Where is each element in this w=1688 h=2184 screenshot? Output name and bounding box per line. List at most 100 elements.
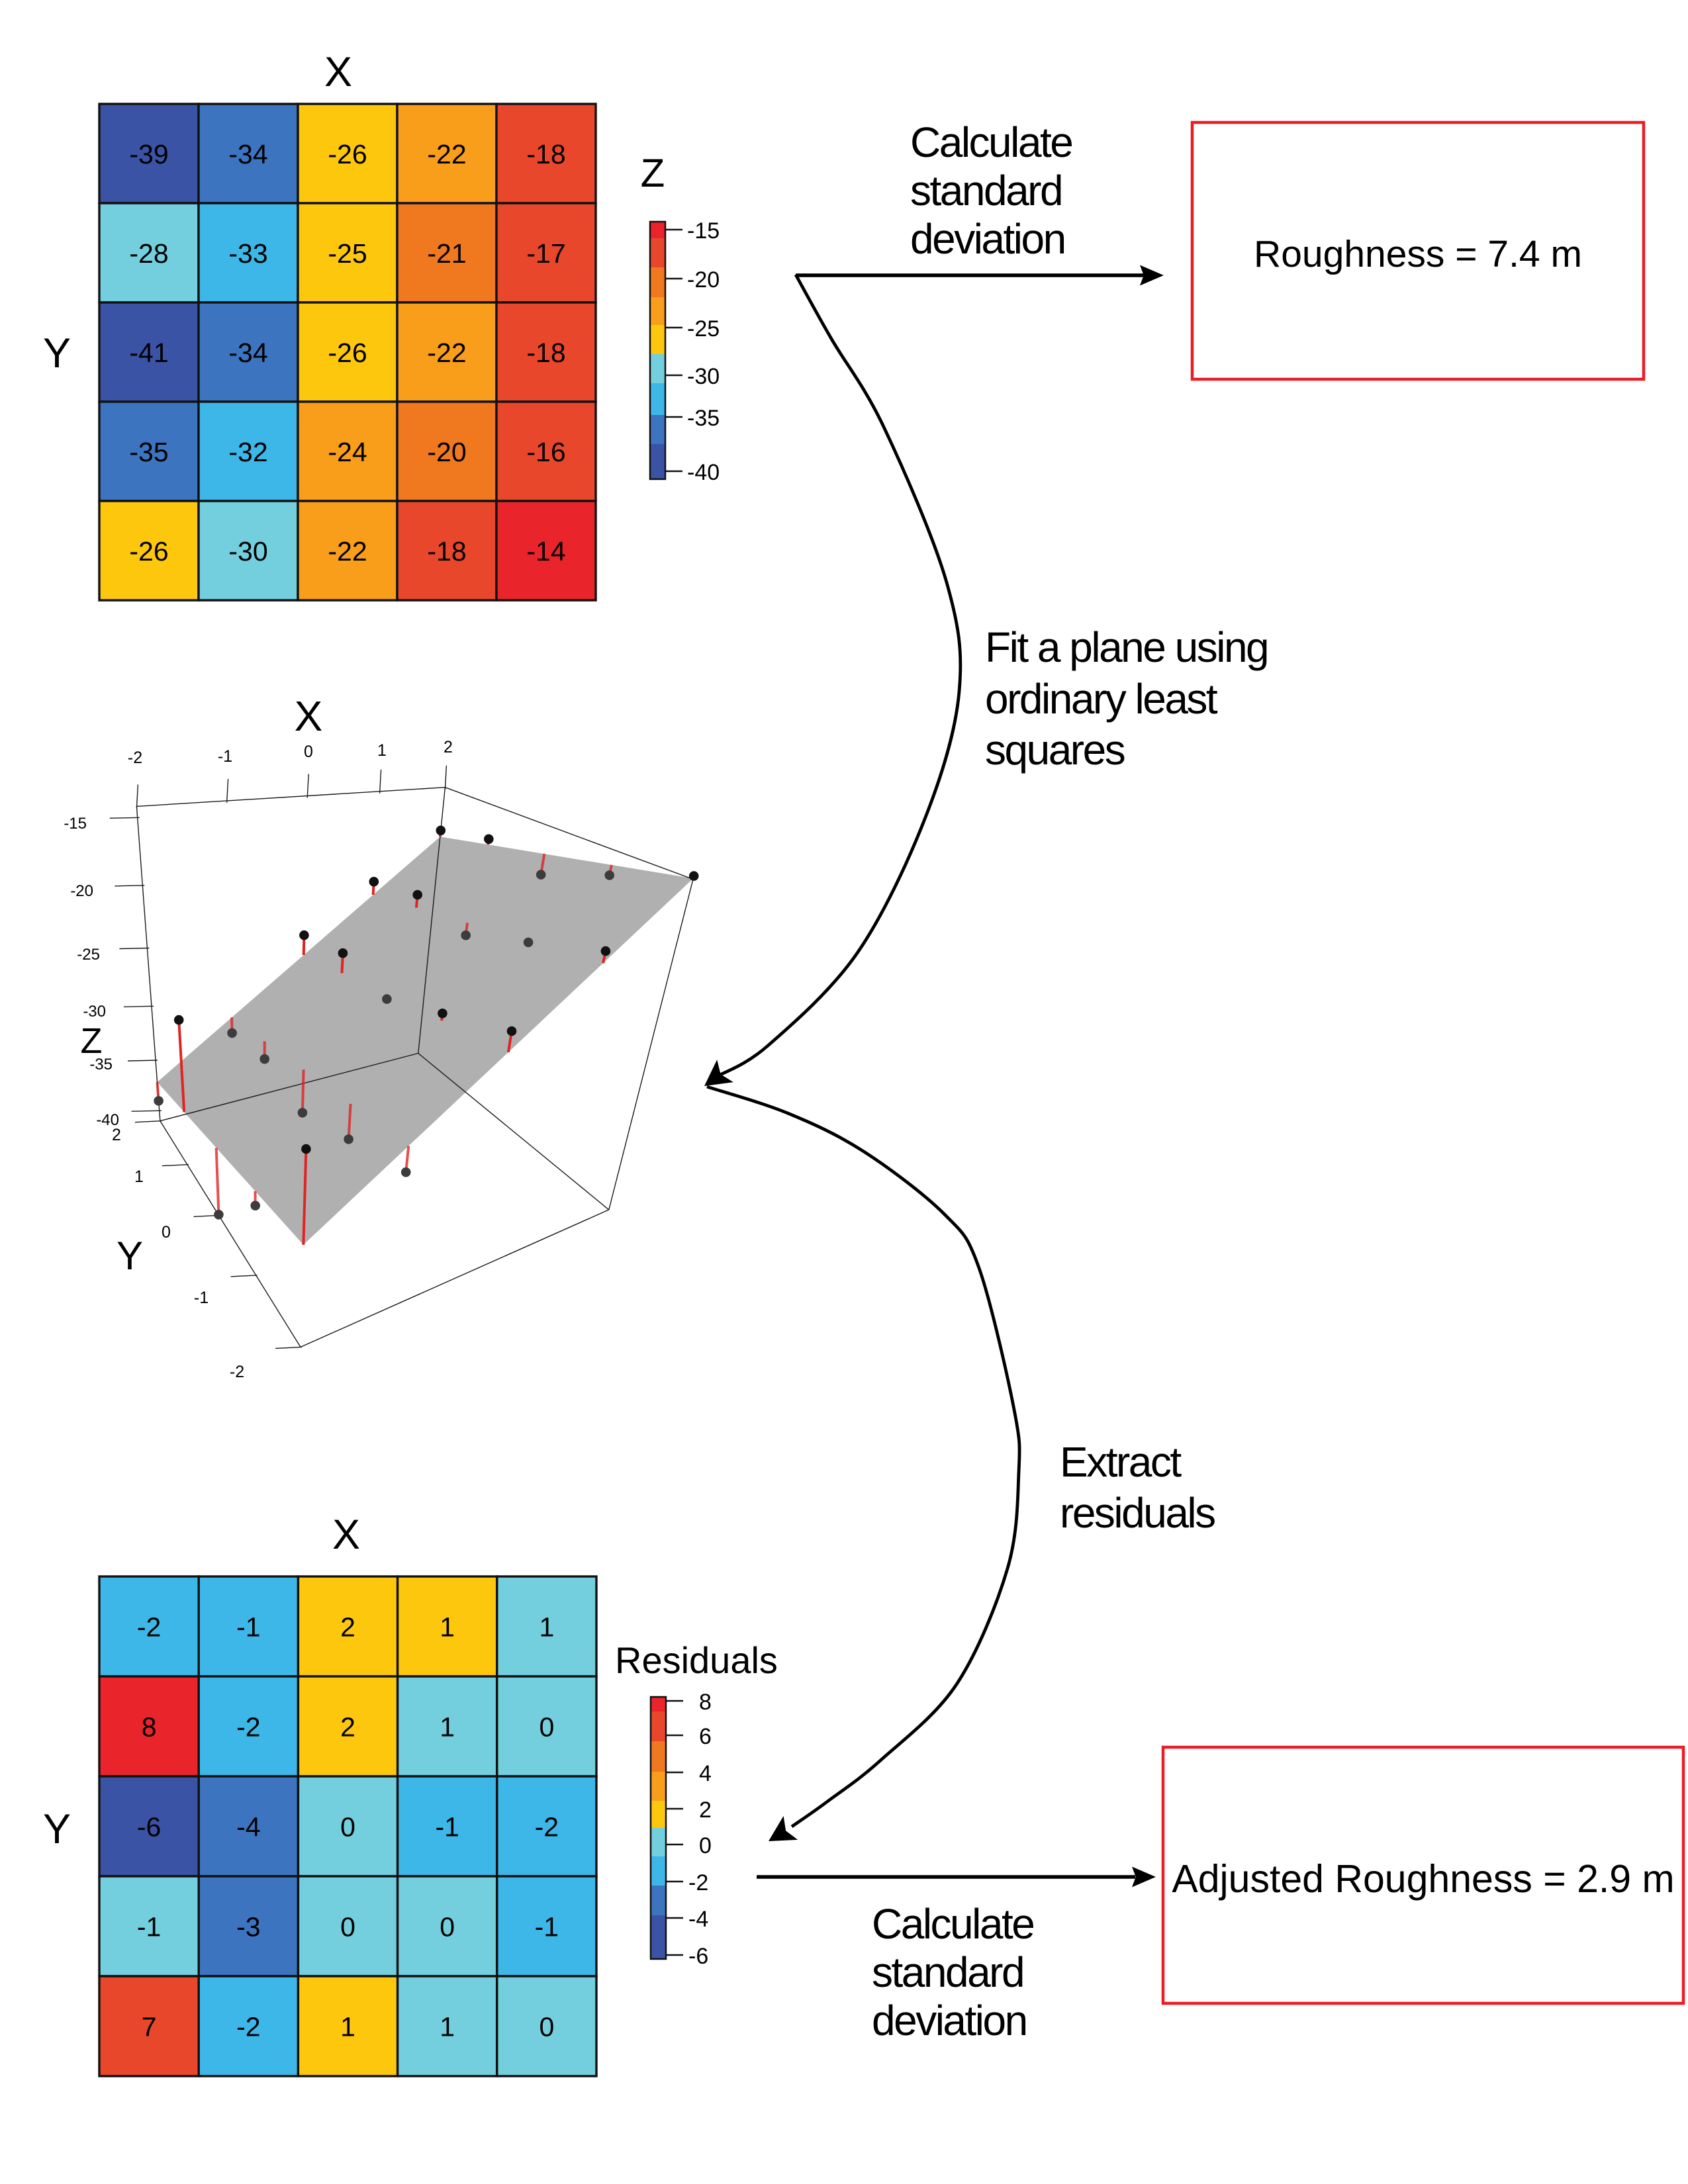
svg-text:Z: Z [641, 151, 665, 195]
svg-text:-2: -2 [688, 1870, 708, 1895]
svg-text:2: 2 [444, 738, 453, 756]
svg-text:-41: -41 [129, 338, 168, 368]
svg-text:-20: -20 [687, 267, 720, 293]
svg-text:-35: -35 [687, 406, 720, 431]
svg-text:-22: -22 [328, 536, 367, 567]
svg-text:0: 0 [699, 1833, 712, 1858]
svg-text:2: 2 [112, 1126, 121, 1144]
svg-text:squares: squares [985, 726, 1125, 774]
svg-text:-18: -18 [526, 139, 565, 169]
svg-text:Residuals: Residuals [615, 1639, 778, 1681]
svg-text:-26: -26 [129, 536, 168, 567]
svg-text:-22: -22 [427, 338, 466, 368]
svg-text:2: 2 [699, 1797, 712, 1823]
svg-text:Y: Y [43, 330, 71, 377]
svg-text:Roughness = 7.4 m: Roughness = 7.4 m [1254, 233, 1582, 275]
svg-text:X: X [332, 1512, 360, 1558]
svg-text:0: 0 [340, 1912, 355, 1942]
svg-text:Fit a plane using: Fit a plane using [985, 623, 1268, 671]
svg-text:Calculate: Calculate [910, 118, 1072, 166]
svg-text:-6: -6 [688, 1944, 708, 1969]
svg-text:1: 1 [440, 1712, 455, 1743]
svg-text:-1: -1 [435, 1812, 459, 1843]
svg-text:-3: -3 [236, 1912, 260, 1942]
svg-text:8: 8 [699, 1690, 712, 1715]
svg-text:-18: -18 [526, 338, 565, 368]
svg-text:-25: -25 [687, 316, 720, 341]
svg-text:deviation: deviation [910, 215, 1065, 263]
svg-text:-1: -1 [236, 1612, 260, 1643]
svg-text:-32: -32 [228, 437, 267, 467]
svg-text:Extract: Extract [1060, 1438, 1182, 1486]
svg-text:-15: -15 [64, 815, 87, 833]
svg-text:-34: -34 [228, 139, 267, 169]
svg-text:2: 2 [340, 1712, 355, 1743]
svg-text:residuals: residuals [1060, 1489, 1215, 1537]
svg-text:1: 1 [440, 2012, 455, 2042]
svg-text:2: 2 [340, 1612, 355, 1643]
svg-text:-1: -1 [194, 1289, 209, 1307]
svg-text:-2: -2 [236, 1712, 260, 1743]
svg-text:1: 1 [340, 2012, 355, 2042]
svg-text:-20: -20 [427, 437, 466, 467]
svg-text:-2: -2 [230, 1363, 244, 1381]
svg-text:-26: -26 [328, 338, 367, 368]
svg-text:8: 8 [142, 1712, 157, 1743]
svg-text:0: 0 [304, 743, 313, 761]
svg-text:X: X [295, 692, 323, 740]
svg-text:deviation: deviation [872, 1997, 1027, 2044]
svg-text:standard: standard [910, 167, 1062, 214]
svg-text:Y: Y [43, 1806, 71, 1852]
svg-text:-6: -6 [137, 1812, 161, 1843]
svg-text:7: 7 [142, 2012, 157, 2042]
svg-text:0: 0 [440, 1912, 455, 1942]
svg-text:standard: standard [872, 1948, 1023, 1996]
svg-text:-1: -1 [535, 1912, 559, 1942]
svg-text:Calculate: Calculate [872, 1900, 1033, 1948]
svg-text:Z: Z [81, 1021, 103, 1061]
svg-text:1: 1 [377, 741, 387, 760]
svg-text:-26: -26 [328, 139, 367, 169]
svg-text:0: 0 [162, 1223, 171, 1242]
svg-text:-34: -34 [228, 338, 267, 368]
svg-text:4: 4 [699, 1761, 712, 1786]
svg-text:-17: -17 [526, 238, 565, 269]
svg-text:0: 0 [539, 1712, 554, 1743]
svg-text:-2: -2 [137, 1612, 161, 1643]
svg-text:-28: -28 [129, 238, 168, 269]
svg-text:-30: -30 [687, 364, 720, 389]
svg-text:-39: -39 [129, 139, 168, 169]
svg-text:-2: -2 [128, 749, 142, 767]
svg-text:-2: -2 [236, 2012, 260, 2042]
svg-text:ordinary least: ordinary least [985, 675, 1218, 723]
svg-text:X: X [324, 49, 352, 95]
svg-text:-14: -14 [526, 536, 565, 567]
svg-text:-40: -40 [96, 1111, 119, 1129]
svg-text:-4: -4 [688, 1907, 708, 1932]
svg-text:-2: -2 [535, 1812, 559, 1843]
svg-text:-18: -18 [427, 536, 466, 567]
svg-text:-30: -30 [83, 1003, 106, 1021]
svg-text:-1: -1 [218, 747, 232, 766]
svg-text:6: 6 [699, 1724, 712, 1749]
svg-text:-25: -25 [77, 946, 100, 964]
svg-text:1: 1 [440, 1612, 455, 1643]
svg-text:-25: -25 [328, 238, 367, 269]
svg-text:-21: -21 [427, 238, 466, 269]
svg-text:Y: Y [117, 1234, 143, 1278]
svg-text:0: 0 [340, 1812, 355, 1843]
svg-text:-20: -20 [70, 882, 93, 900]
svg-text:0: 0 [539, 2012, 554, 2042]
svg-text:-22: -22 [427, 139, 466, 169]
svg-text:-1: -1 [137, 1912, 161, 1942]
svg-text:-4: -4 [236, 1812, 260, 1843]
svg-text:1: 1 [539, 1612, 554, 1643]
svg-text:-33: -33 [228, 238, 267, 269]
svg-text:-40: -40 [687, 460, 720, 485]
svg-text:-24: -24 [328, 437, 367, 467]
svg-text:-16: -16 [526, 437, 565, 467]
svg-text:-35: -35 [89, 1056, 113, 1073]
svg-text:1: 1 [134, 1167, 144, 1186]
svg-text:-15: -15 [687, 218, 720, 244]
svg-text:Adjusted Roughness = 2.9 m: Adjusted Roughness = 2.9 m [1172, 1857, 1674, 1901]
